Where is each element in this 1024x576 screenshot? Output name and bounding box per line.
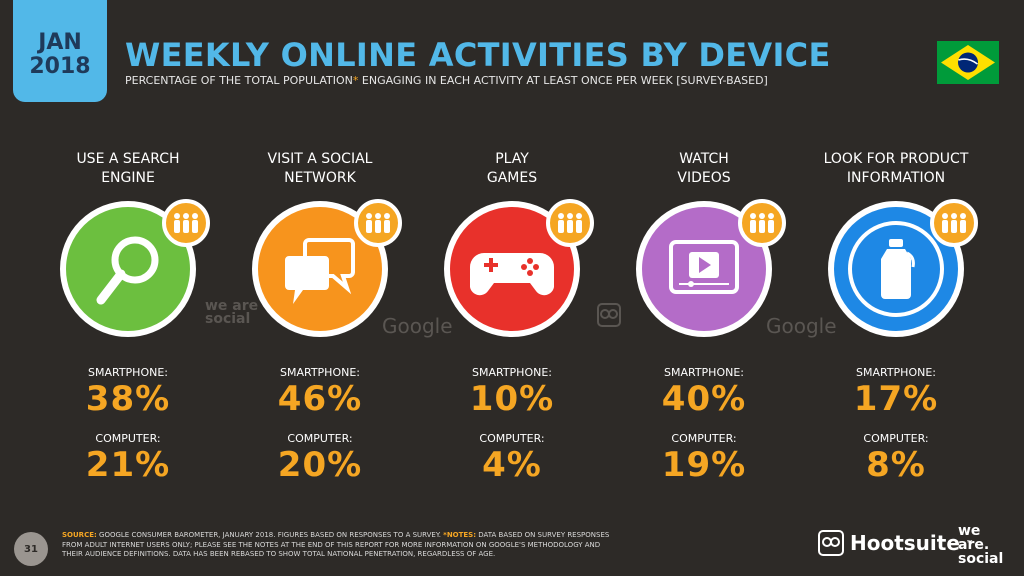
computer-label: COMPUTER: xyxy=(479,432,545,445)
speech-bubbles-icon xyxy=(285,238,355,304)
activity-product-info: LOOK FOR PRODUCT INFORMATION xyxy=(801,150,991,337)
computer-percent: 20% xyxy=(277,445,363,485)
was-watermark: we are social xyxy=(205,298,259,327)
brazil-flag-icon xyxy=(937,41,999,84)
activity-videos: WATCH VIDEOS xyxy=(609,150,799,337)
date-month: JAN xyxy=(38,30,82,55)
people-icon xyxy=(546,199,594,247)
activity-label: PLAY GAMES xyxy=(486,151,538,186)
product-bottle-icon xyxy=(881,239,915,299)
date-badge: JAN 2018 xyxy=(13,0,107,102)
hootsuite-logo: Hootsuite ™ xyxy=(818,530,974,556)
asterisk: * xyxy=(352,74,359,87)
activity-circle xyxy=(636,201,772,337)
page-title: WEEKLY ONLINE ACTIVITIES BY DEVICE xyxy=(125,36,831,74)
people-icon xyxy=(738,199,786,247)
smartphone-percent: 38% xyxy=(85,379,171,419)
google-watermark: Google xyxy=(382,314,453,338)
video-player-icon xyxy=(669,240,739,294)
activity-label: LOOK FOR PRODUCT INFORMATION xyxy=(823,151,969,186)
computer-label: COMPUTER: xyxy=(287,432,353,445)
smartphone-percent: 10% xyxy=(469,379,555,419)
hootsuite-wordmark: Hootsuite xyxy=(850,531,960,555)
computer-percent: 4% xyxy=(482,445,542,485)
computer-label: COMPUTER: xyxy=(863,432,929,445)
smartphone-label: SMARTPHONE: xyxy=(87,366,168,379)
people-icon xyxy=(930,199,978,247)
computer-percent: 21% xyxy=(85,445,171,485)
activity-search: USE A SEARCH ENGINE xyxy=(33,150,223,337)
page-subtitle: PERCENTAGE OF THE TOTAL POPULATION* ENGA… xyxy=(125,74,768,87)
magnifier-icon xyxy=(96,236,159,305)
date-year: 2018 xyxy=(29,54,91,79)
people-icon xyxy=(354,199,402,247)
page-number: 31 xyxy=(14,532,48,566)
smartphone-label: SMARTPHONE: xyxy=(855,366,936,379)
owl-icon xyxy=(818,530,844,556)
we-are-social-logo: we are. social xyxy=(958,523,1004,567)
activity-social: VISIT A SOCIAL NETWORK xyxy=(225,150,415,337)
computer-label: COMPUTER: xyxy=(671,432,737,445)
computer-percent: 8% xyxy=(866,445,926,485)
activity-label: VISIT A SOCIAL NETWORK xyxy=(267,151,373,186)
owl-watermark-icon xyxy=(597,303,621,327)
google-watermark: Google xyxy=(766,314,837,338)
computer-percent: 19% xyxy=(661,445,747,485)
smartphone-label: SMARTPHONE: xyxy=(663,366,744,379)
activity-label: USE A SEARCH ENGINE xyxy=(76,151,180,186)
smartphone-label: SMARTPHONE: xyxy=(279,366,360,379)
computer-label: COMPUTER: xyxy=(95,432,161,445)
smartphone-percent: 46% xyxy=(277,379,363,419)
gamepad-icon xyxy=(470,253,554,296)
smartphone-percent: 17% xyxy=(853,379,939,419)
smartphone-label: SMARTPHONE: xyxy=(471,366,552,379)
activity-games: PLAY GAMES xyxy=(417,150,607,337)
people-icon xyxy=(162,199,210,247)
smartphone-percent: 40% xyxy=(661,379,747,419)
activity-label: WATCH VIDEOS xyxy=(677,151,731,186)
source-note: SOURCE: GOOGLE CONSUMER BAROMETER, JANUA… xyxy=(62,531,610,558)
